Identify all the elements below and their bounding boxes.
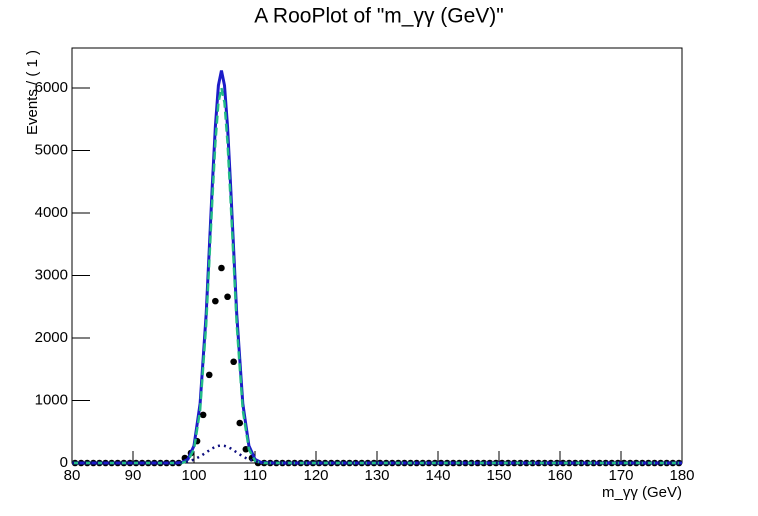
x-tick-label: 130 [364,467,389,484]
y-axis-label: Events / ( 1 ) [24,50,41,135]
x-axis-label: m_γγ (GeV) [602,484,682,501]
data-point [199,411,207,419]
x-tick-label: 150 [486,467,511,484]
x-tick-label: 110 [243,467,267,484]
y-tick-label: 6000 [35,79,68,96]
data-point [236,419,244,427]
x-tick-label: 80 [64,467,81,484]
data-point [230,358,237,366]
data-point [212,297,219,305]
x-tick-label: 90 [125,467,142,484]
y-tick-label: 3000 [35,266,68,283]
x-tick-label: 160 [547,467,572,484]
y-tick-label: 4000 [35,204,68,221]
y-tick-label: 5000 [35,141,68,158]
y-tick-label: 0 [60,454,68,471]
curve [72,87,682,465]
x-tick-label: 140 [425,467,450,484]
y-tick-label: 2000 [35,329,68,346]
chart-title: A RooPlot of "m_γγ (GeV)" [254,5,504,28]
data-point [205,371,213,379]
x-tick-label: 170 [608,467,633,484]
x-tick-label: 100 [181,467,206,484]
y-tick-label: 1000 [35,391,68,408]
curve [72,444,683,465]
data-point [218,264,225,272]
x-tick-label: 120 [303,467,328,484]
data-point [224,293,231,301]
x-tick-label: 180 [669,467,694,484]
